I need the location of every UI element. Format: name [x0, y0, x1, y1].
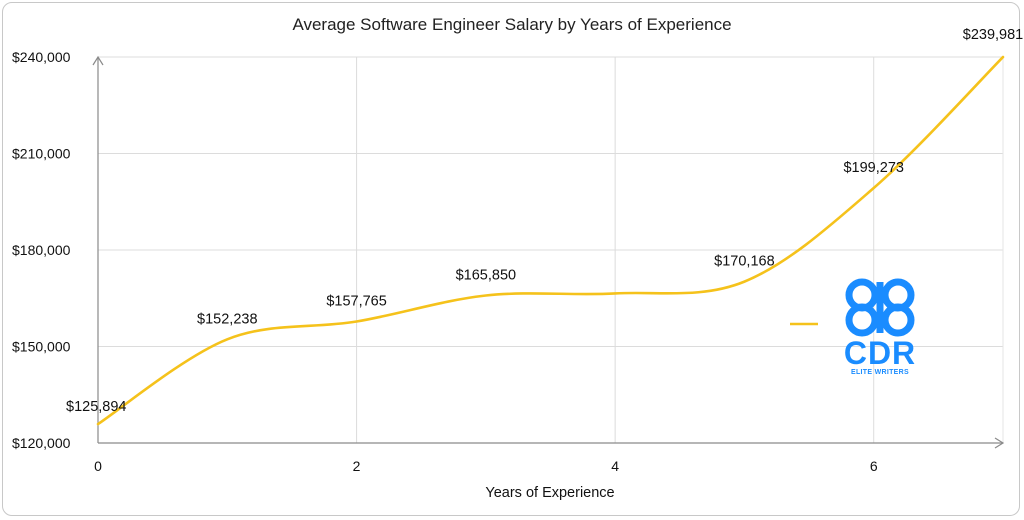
- x-axis-arrow: [994, 437, 1005, 449]
- x-tick-labels: 0 2 4 6: [94, 458, 878, 474]
- data-label: $170,168: [714, 254, 774, 270]
- axes: [92, 55, 1005, 449]
- y-tick-label: $240,000: [12, 49, 71, 65]
- logo-text: CDR: [844, 335, 916, 371]
- data-label: $165,850: [456, 268, 516, 284]
- y-tick-label: $210,000: [12, 146, 71, 162]
- y-tick-label: $120,000: [12, 435, 71, 451]
- y-tick-labels: $120,000 $150,000 $180,000 $210,000 $240,000: [12, 49, 71, 451]
- data-label: $239,981: [963, 27, 1023, 43]
- data-label: $157,765: [326, 294, 386, 310]
- logo-emblem-icon: [845, 278, 915, 337]
- x-tick-label: 4: [611, 458, 619, 474]
- y-tick-label: $180,000: [12, 242, 71, 258]
- y-tick-label: $150,000: [12, 339, 71, 355]
- y-axis-arrow: [92, 55, 104, 66]
- gridlines: [98, 56, 1004, 443]
- x-tick-label: 0: [94, 458, 102, 474]
- chart-title: Average Software Engineer Salary by Year…: [292, 15, 731, 34]
- logo-subtext: ELITE WRITERS: [851, 369, 909, 376]
- data-label: $125,894: [66, 399, 126, 415]
- cdr-elite-writers-logo: CDR ELITE WRITERS: [844, 278, 916, 376]
- x-tick-label: 6: [870, 458, 878, 474]
- x-tick-label: 2: [353, 458, 361, 474]
- salary-line: [96, 55, 1005, 426]
- data-label: $199,273: [843, 160, 903, 176]
- data-labels: $125,894 $152,238 $157,765 $165,850 $170,168…: [66, 27, 1023, 415]
- x-axis-label: Years of Experience: [485, 485, 614, 501]
- data-label: $152,238: [197, 311, 257, 327]
